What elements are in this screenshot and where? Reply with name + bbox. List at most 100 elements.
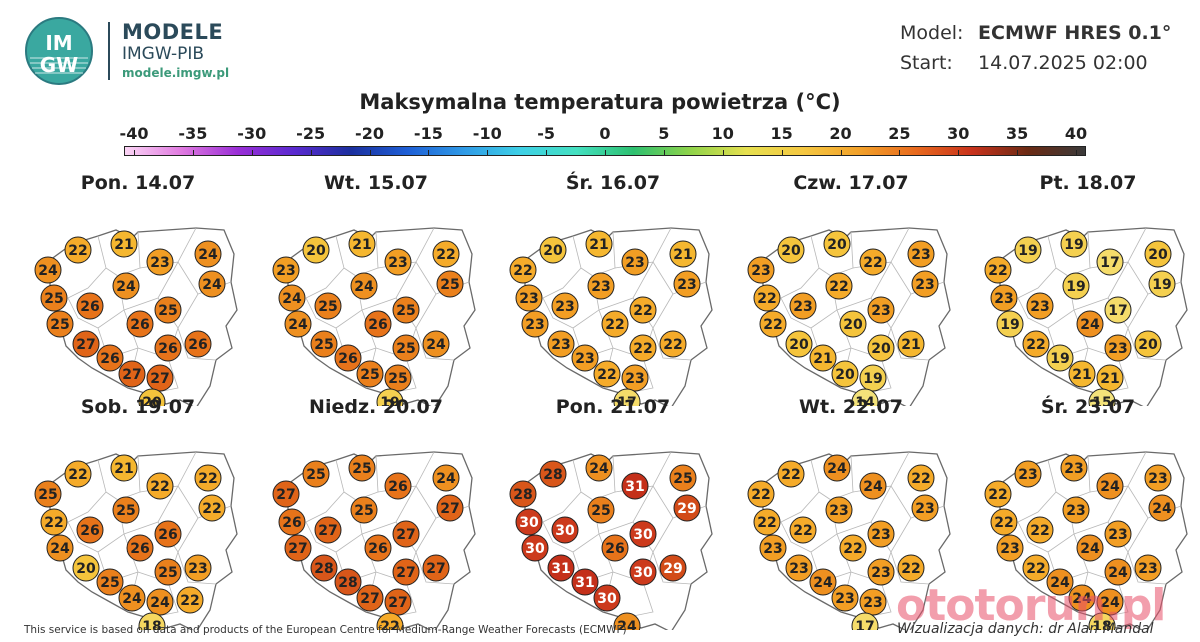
day-panel: 20 20 23 23 22 23 22 22 23 23 20 22 20 21 20 21 20 19 14 Cz… [741,172,981,406]
station-marker [759,310,787,338]
station-temp-label: 19 [1066,279,1085,295]
region-border [67,235,107,299]
station-marker [278,284,306,312]
station-marker [911,494,939,522]
station-temp-label: 17 [617,395,636,406]
station-marker [547,330,575,358]
scale-tick-label: -10 [472,124,502,143]
station-marker [613,388,641,406]
station-marker [753,284,781,312]
brand-url[interactable]: modele.imgw.pl [122,66,230,80]
region-border [580,455,616,501]
station-temp-label: 22 [843,541,862,557]
station-marker [1134,554,1162,582]
scale-tick-mark [428,150,430,156]
station-temp-label: 26 [100,351,119,367]
station-marker [392,334,420,362]
scale-tick-mark [369,150,371,156]
scale-tick-mark [605,150,606,156]
station-temp-label: 15 [1092,395,1111,406]
station-temp-label: 24 [426,337,446,353]
scale-tick-label: -40 [119,124,149,143]
station-temp-label: 24 [122,591,142,607]
station-marker [194,240,222,268]
station-marker [990,508,1018,536]
day-panel: 22 24 22 22 24 23 23 22 22 23 22 23 23 22 23 24 23 23 17 Wt… [741,396,981,630]
station-marker [1014,460,1042,488]
station-marker [1104,558,1132,586]
station-marker [593,584,621,612]
station-temp-label: 23 [1138,561,1157,577]
map-title: Maksymalna temperatura powietrza (°C) [359,90,841,114]
station-temp-label: 29 [663,561,682,577]
scale-tick-label: 30 [947,124,970,143]
station-marker [809,344,837,372]
station-marker [509,256,537,284]
station-marker [1068,584,1096,612]
station-temp-label: 24 [827,461,847,477]
station-marker [613,612,641,630]
station-temp-label: 22 [901,561,920,577]
station-temp-label: 22 [605,317,624,333]
station-temp-label: 23 [525,317,544,333]
station-marker [753,508,781,536]
station-temp-label: 24 [288,317,308,333]
station-temp-label: 19 [1018,243,1037,259]
station-temp-label: 22 [68,243,87,259]
scale-tick-mark [840,150,842,156]
station-temp-label: 27 [276,487,295,503]
station-temp-label: 21 [1100,371,1119,387]
station-marker [867,520,895,548]
station-marker [364,534,392,562]
station-marker [551,516,579,544]
station-temp-label: 27 [288,541,307,557]
station-marker [64,460,92,488]
station-marker [1134,330,1162,358]
station-marker [112,496,140,524]
station-temp-label: 20 [871,341,891,357]
station-marker [539,236,567,264]
station-temp-label: 22 [911,471,930,487]
station-marker [348,230,376,258]
station-marker [777,460,805,488]
station-marker [126,310,154,338]
station-temp-label: 22 [180,593,199,609]
station-marker [356,584,384,612]
station-marker [198,270,226,298]
station-marker [867,558,895,586]
station-marker [621,364,649,392]
station-temp-label: 20 [543,243,563,259]
station-temp-label: 24 [116,279,136,295]
station-temp-label: 24 [1152,501,1172,517]
station-marker [1026,292,1054,320]
station-marker [521,310,549,338]
model-label: Model: [900,22,964,44]
station-marker [1088,388,1116,406]
station-marker [859,588,887,616]
station-marker [64,236,92,264]
station-marker [839,310,867,338]
station-marker [996,534,1024,562]
station-temp-label: 21 [352,237,371,253]
station-temp-label: 30 [597,591,617,607]
scale-tick-mark [1076,150,1077,156]
scale-tick-label: -30 [237,124,267,143]
station-marker [859,472,887,500]
day-title: Sob. 19.07 [80,396,196,418]
station-temp-label: 27 [122,367,141,383]
station-temp-label: 20 [827,237,847,253]
station-marker [34,256,62,284]
station-marker [984,256,1012,284]
station-temp-label: 25 [673,471,692,487]
station-marker [284,534,312,562]
region-border [780,235,820,299]
region-border [105,231,141,277]
station-marker [1148,494,1176,522]
station-marker [673,270,701,298]
station-marker [571,568,599,596]
station-marker [1062,496,1090,524]
station-marker [146,472,174,500]
station-temp-label: 25 [318,299,337,315]
station-temp-label: 25 [158,565,177,581]
